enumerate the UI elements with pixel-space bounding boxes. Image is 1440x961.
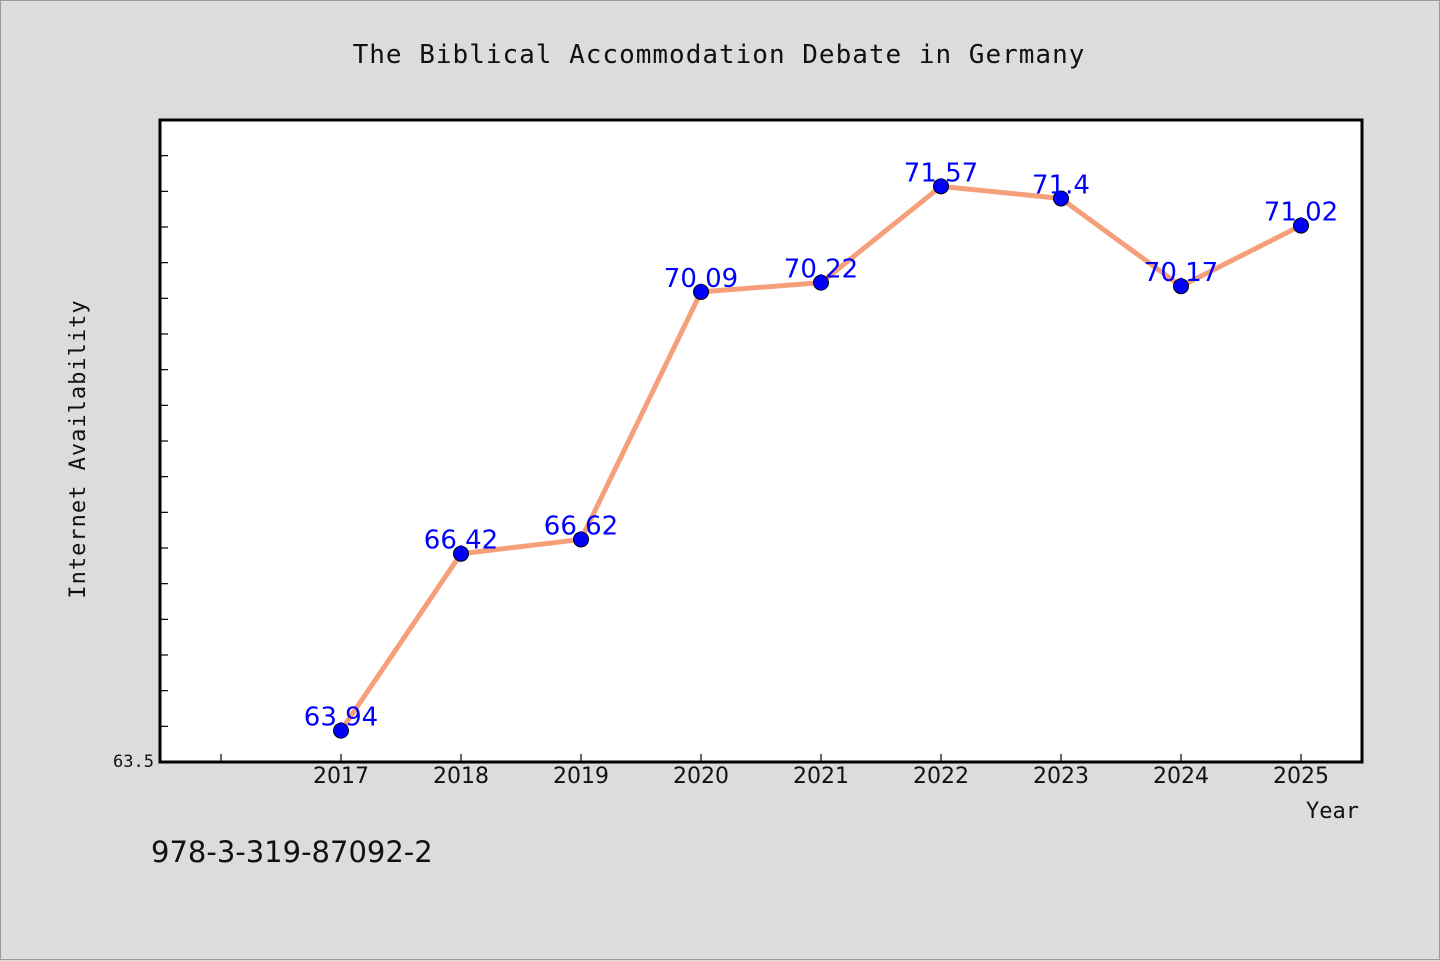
x-axis-label: Year	[1306, 799, 1359, 824]
data-label: 71.57	[904, 158, 978, 188]
data-label: 63.94	[304, 703, 378, 733]
chart-title: The Biblical Accommodation Debate in Ger…	[353, 40, 1086, 70]
y-axis-ticks	[160, 119, 168, 763]
plot-area	[158, 118, 1364, 764]
x-tick-label: 2022	[913, 764, 969, 789]
data-label: 70.09	[664, 264, 738, 294]
x-tick-labels: 2017 2018 2019 2020 2021 2022 2023 2024 2025	[313, 764, 1329, 789]
data-point	[693, 283, 709, 300]
x-tick-label: 2025	[1273, 764, 1329, 789]
x-tick-label: 2021	[793, 764, 849, 789]
x-tick-label: 2020	[673, 764, 729, 789]
x-tick-label: 2024	[1153, 764, 1209, 789]
data-point	[333, 722, 349, 739]
x-axis-ticks	[220, 754, 1302, 762]
data-label: 71.02	[1264, 198, 1338, 228]
data-point	[1293, 217, 1309, 234]
data-point	[453, 545, 469, 562]
x-tick-label: 2023	[1033, 764, 1089, 789]
y-axis-label: Internet Availability	[66, 299, 91, 598]
data-label: 70.22	[784, 255, 858, 285]
data-point	[1053, 190, 1069, 207]
isbn-caption: 978-3-319-87092-2	[151, 835, 433, 869]
data-point	[933, 178, 949, 195]
x-tick-label: 2017	[313, 764, 369, 789]
data-point	[1173, 278, 1189, 295]
series-markers	[333, 178, 1309, 739]
x-tick-label: 2019	[553, 764, 609, 789]
data-point	[813, 274, 829, 291]
data-point	[573, 531, 589, 548]
data-label: 66.62	[544, 511, 618, 541]
x-tick-label: 2018	[433, 764, 489, 789]
data-label: 71.4	[1032, 170, 1090, 200]
data-labels: 63.94 66.42 66.62 70.09 70.22 71.57 71.4 70.17 7…	[304, 158, 1338, 732]
y-tick-label: 63.5	[113, 752, 154, 772]
data-label: 70.17	[1144, 258, 1218, 288]
data-label: 66.42	[424, 526, 498, 556]
